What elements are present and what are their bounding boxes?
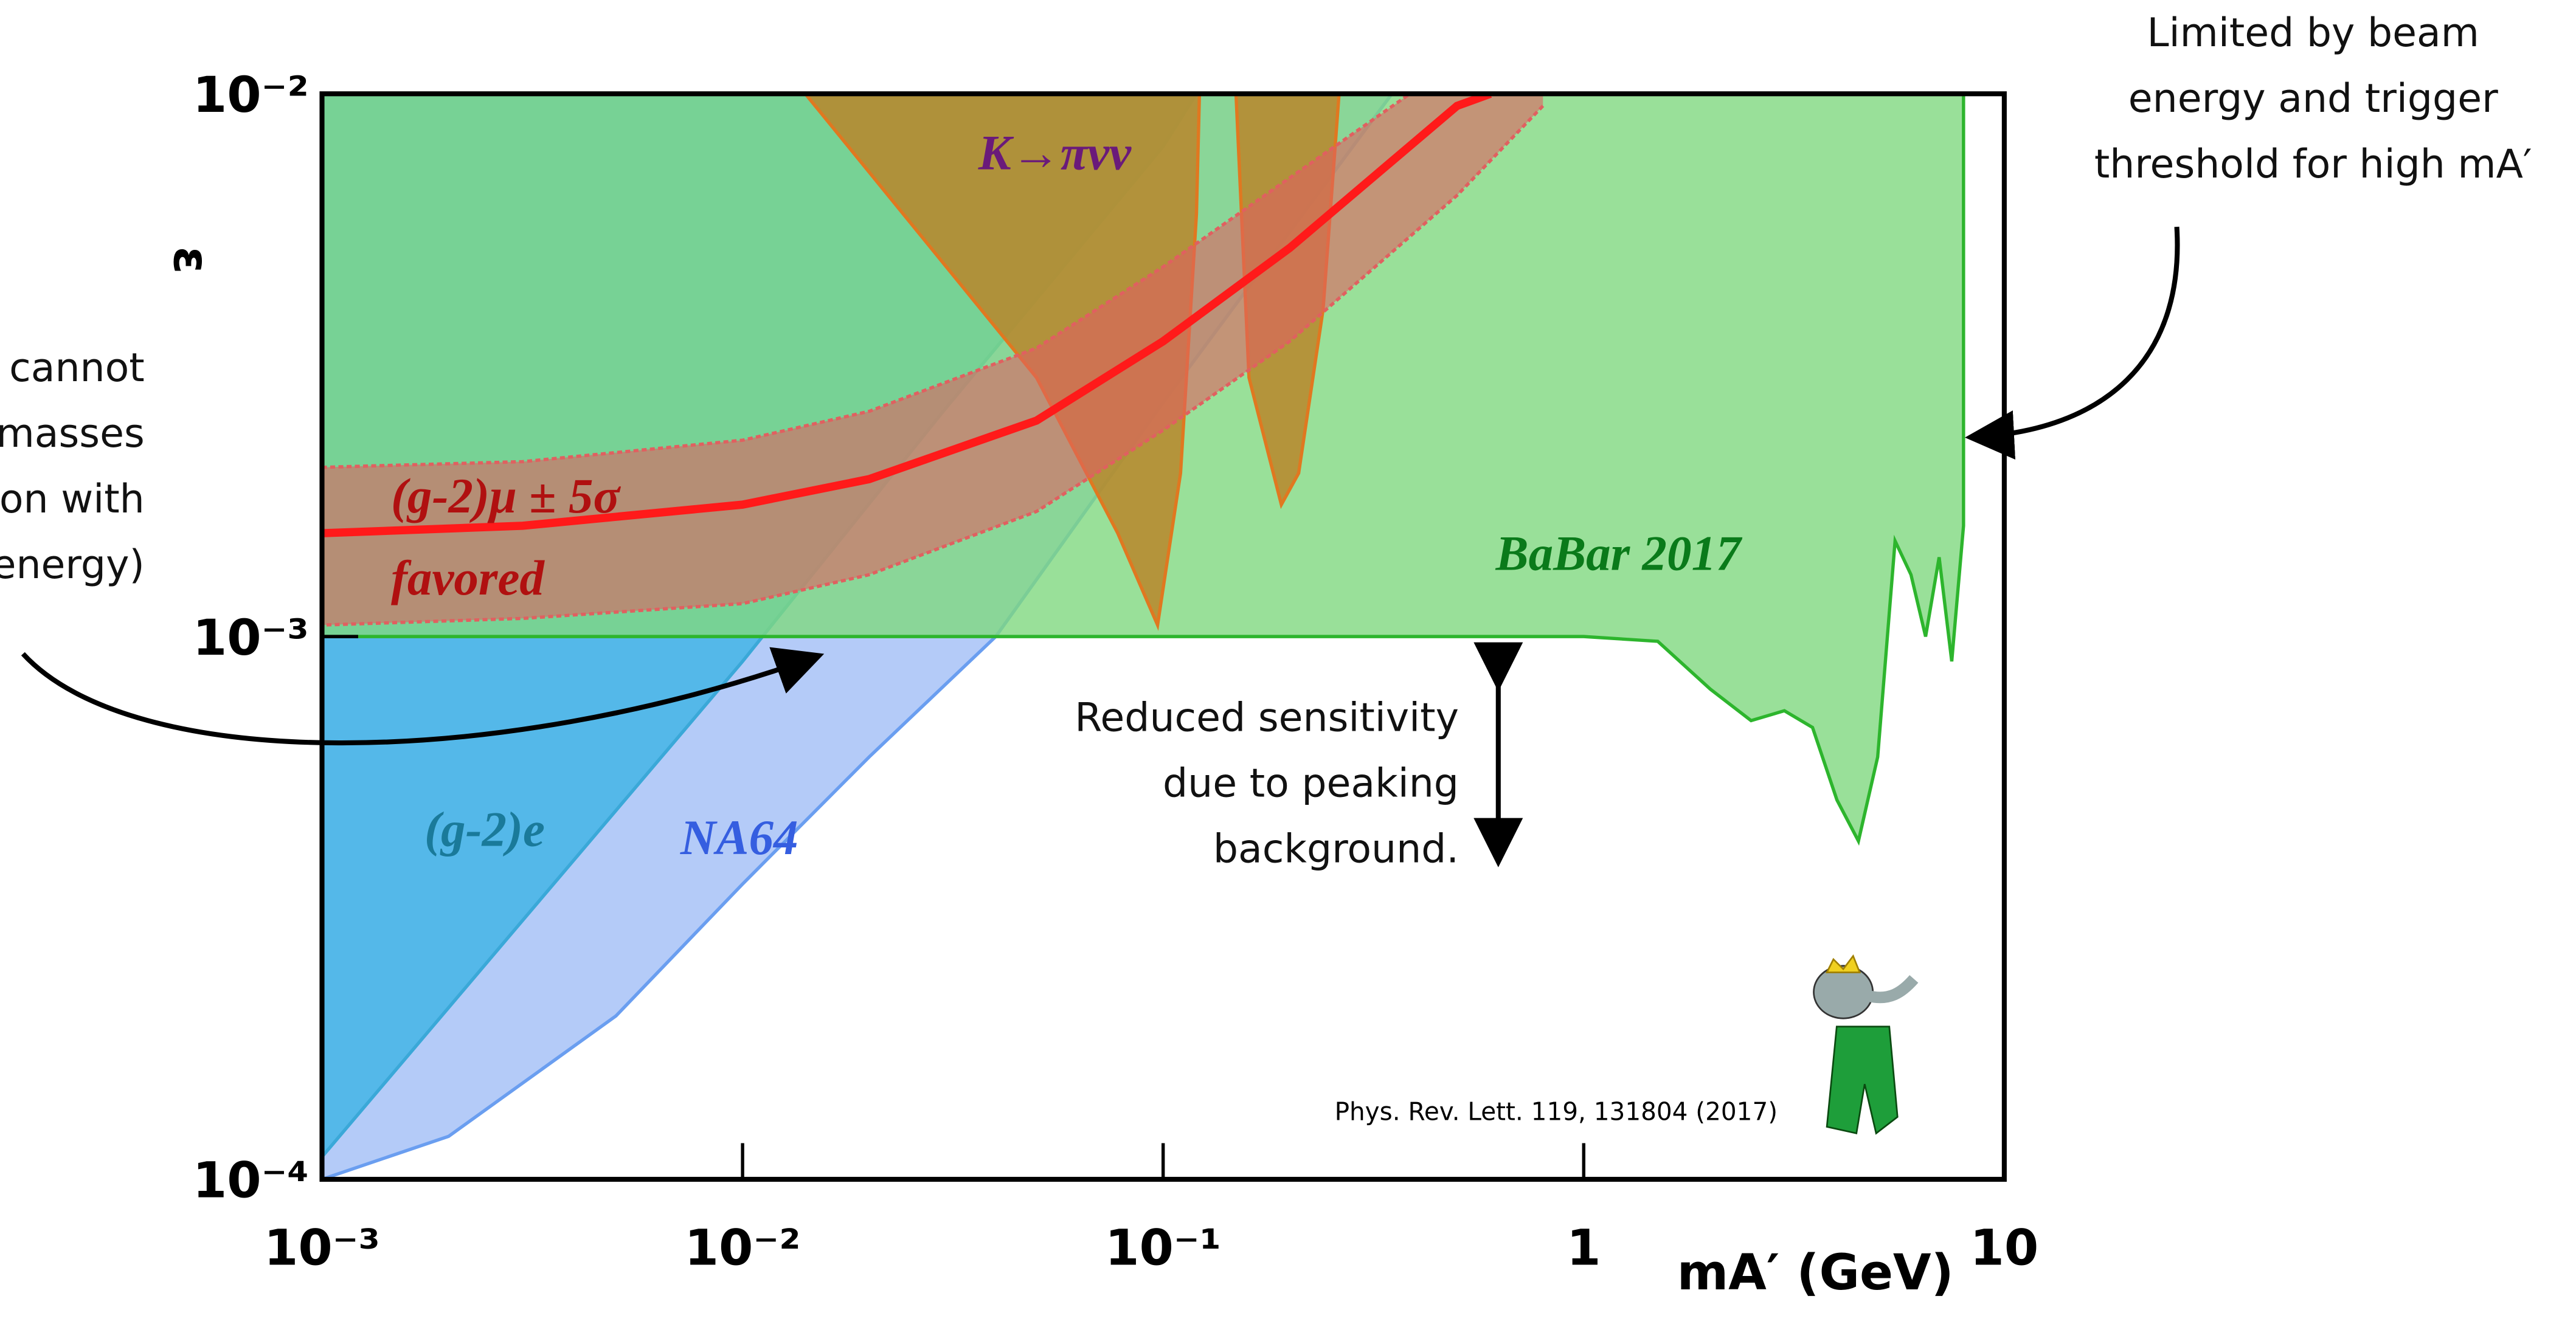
- note-line: threshold for high mA′: [2094, 142, 2532, 187]
- note-line: on with: [0, 477, 145, 522]
- x-tick-label: 10⁻³: [264, 1219, 380, 1277]
- y-tick-label: 10⁻³: [193, 610, 309, 667]
- y-tick-label: 10⁻⁴: [193, 1153, 309, 1210]
- x-tick-label: 10⁻¹: [1105, 1219, 1221, 1277]
- region-label: favored: [391, 551, 545, 605]
- note-line: masses: [0, 411, 145, 457]
- citation: Phys. Rev. Lett. 119, 131804 (2017): [1335, 1097, 1778, 1126]
- note-line: energy): [0, 542, 145, 588]
- region-label: (g-2)e: [424, 802, 545, 857]
- note-line: Reduced sensitivity: [1075, 695, 1459, 740]
- chart: 10⁻³10⁻²10⁻¹11010⁻⁴10⁻³10⁻² ε mA′ (GeV) …: [0, 0, 2576, 1324]
- region-label: BaBar 2017: [1495, 526, 1743, 581]
- y-tick-label: 10⁻²: [193, 67, 309, 124]
- y-axis-label: ε: [162, 247, 219, 274]
- mascot: [1813, 956, 1914, 1134]
- note-line: cannot: [9, 345, 145, 391]
- x-tick-label: 10: [1970, 1219, 2038, 1277]
- note-line: due to peaking: [1163, 761, 1459, 807]
- note-line: Limited by beam: [2147, 10, 2479, 56]
- plot-area: [322, 15, 1964, 1179]
- x-axis-label: mA′ (GeV): [1677, 1244, 1954, 1302]
- note-line: energy and trigger: [2128, 76, 2498, 122]
- note-line: background.: [1213, 827, 1459, 872]
- x-tick-label: 10⁻²: [685, 1219, 801, 1277]
- x-tick-label: 1: [1567, 1219, 1601, 1277]
- region-label: K→πνν: [978, 126, 1132, 181]
- region-label: (g-2)μ ± 5σ: [391, 469, 621, 523]
- region-label: NA64: [680, 810, 798, 865]
